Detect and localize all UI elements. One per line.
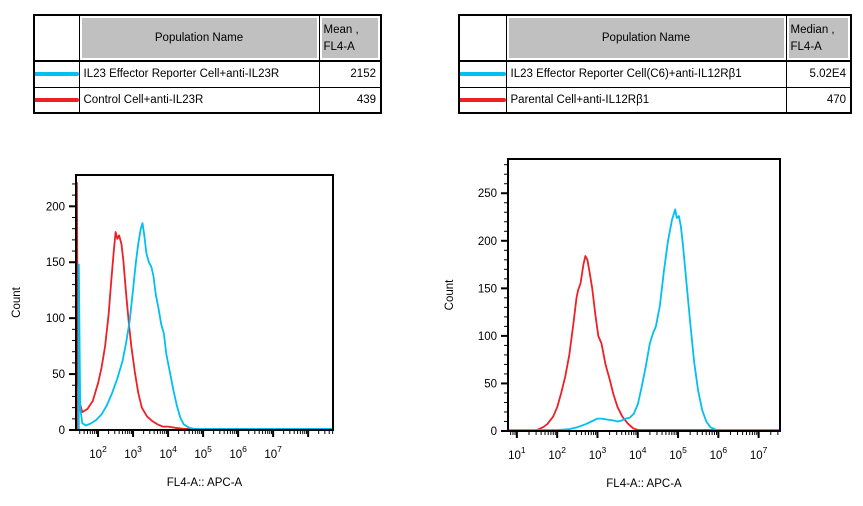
statistic-value: 2152 <box>318 60 382 88</box>
legend-row: Control Cell+anti-IL23R 439 <box>33 86 382 114</box>
statistic-header-line2: FL4-A <box>323 41 355 53</box>
y-tick-label: 100 <box>478 331 497 343</box>
y-tick-label: 200 <box>478 236 497 248</box>
series-color-swatch-cyan <box>35 72 78 77</box>
legend-row: Parental Cell+anti-IL12Rβ1 470 <box>458 86 852 114</box>
series-color-swatch-red <box>35 97 78 102</box>
plot-border <box>75 174 334 431</box>
legend-header-row: Population Name Median , FL4-A <box>458 14 852 62</box>
flow-histogram-right: 101 102 103 104 105 106 107 0 50 100 150 200 250 FL4-… <box>444 158 781 490</box>
population-name-header: Population Name <box>505 14 787 62</box>
x-tick-label: 102 <box>548 445 566 462</box>
statistic-header: Median , FL4-A <box>785 14 852 62</box>
population-name: IL23 Effector Reporter Cell+anti-IL23R <box>78 60 320 88</box>
y-tick-label: 150 <box>46 257 65 269</box>
x-tick-label: 104 <box>629 445 647 462</box>
histogram-curve-cyan <box>508 208 780 431</box>
x-tick-label: 106 <box>229 444 247 461</box>
population-name: IL23 Effector Reporter Cell(C6)+anti-IL1… <box>505 60 787 88</box>
y-tick-label: 0 <box>59 425 65 437</box>
x-tick-label: 106 <box>710 445 728 462</box>
x-tick-label: 103 <box>124 444 142 461</box>
y-tick-label: 50 <box>52 369 65 381</box>
x-tick-label: 103 <box>589 445 607 462</box>
statistic-header: Mean , FL4-A <box>318 14 382 62</box>
legend-table-left: Population Name Mean , FL4-A IL23 Effect… <box>33 14 382 114</box>
x-axis-title: FL4-A:: APC-A <box>167 477 243 489</box>
series-swatch-cell <box>33 86 80 114</box>
statistic-value: 5.02E4 <box>785 60 852 88</box>
x-axis-title: FL4-A:: APC-A <box>606 478 682 490</box>
y-axis-title: Count <box>444 279 456 310</box>
y-tick-label: 0 <box>491 426 497 438</box>
y-tick-label: 100 <box>46 313 65 325</box>
population-name: Control Cell+anti-IL23R <box>78 86 320 114</box>
histogram-curve-red <box>76 181 333 430</box>
x-tick-label: 105 <box>669 445 687 462</box>
series-swatch-cell <box>33 60 80 88</box>
series-swatch-cell <box>458 86 507 114</box>
x-tick-label: 102 <box>89 444 107 461</box>
legend-row: IL23 Effector Reporter Cell(C6)+anti-IL1… <box>458 60 852 88</box>
x-tick-label: 107 <box>264 444 282 461</box>
series-swatch-cell <box>458 60 507 88</box>
y-axis-title: Count <box>11 286 23 317</box>
plot-border <box>507 158 781 432</box>
legend-row: IL23 Effector Reporter Cell+anti-IL23R 2… <box>33 60 382 88</box>
population-name-header: Population Name <box>78 14 320 62</box>
series-color-swatch-cyan <box>460 72 505 77</box>
legend-swatch-header-cell <box>33 14 80 62</box>
x-tick-label: 105 <box>194 444 212 461</box>
y-tick-label: 250 <box>478 188 497 200</box>
statistic-header-line2: FL4-A <box>790 41 822 53</box>
y-tick-label: 200 <box>46 201 65 213</box>
y-tick-label: 50 <box>484 378 497 390</box>
x-tick-label: 107 <box>750 445 768 462</box>
population-name: Parental Cell+anti-IL12Rβ1 <box>505 86 787 114</box>
statistic-header-line1: Median , <box>790 24 835 36</box>
statistic-value: 439 <box>318 86 382 114</box>
x-tick-label: 104 <box>159 444 177 461</box>
y-tick-label: 150 <box>478 283 497 295</box>
series-color-swatch-red <box>460 97 505 102</box>
statistic-value: 470 <box>785 86 852 114</box>
x-tick-label: 101 <box>508 445 526 462</box>
legend-header-row: Population Name Mean , FL4-A <box>33 14 382 62</box>
histogram-curve-red <box>508 255 780 431</box>
histogram-curve-cyan <box>77 222 333 430</box>
statistic-header-line1: Mean , <box>323 24 359 36</box>
legend-swatch-header-cell <box>458 14 507 62</box>
legend-table-right: Population Name Median , FL4-A IL23 Effe… <box>458 14 852 114</box>
